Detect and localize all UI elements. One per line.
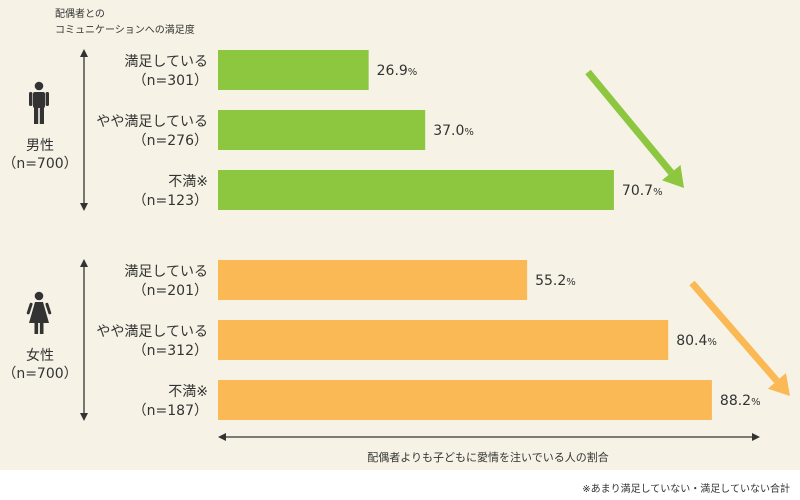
group-n-label: （n=700） — [2, 366, 77, 382]
data-label: 26.9% — [377, 63, 418, 79]
footnote: ※あまり満足していない・満足していない合計 — [582, 484, 790, 495]
category-label: 不満※ — [168, 384, 208, 400]
data-label: 70.7% — [622, 183, 663, 199]
bar — [218, 50, 369, 90]
trend-arrow-icon — [585, 69, 684, 188]
chart-area: 配偶者とのコミュニケーションへの満足度男性 （n=700） 満足している （n=301… — [0, 0, 800, 470]
category-n-label: （n=123） — [133, 193, 208, 209]
data-label: 80.4% — [676, 333, 717, 349]
category-label: 満足している — [124, 264, 208, 280]
category-n-label: （n=276） — [133, 133, 208, 149]
bar — [218, 170, 614, 210]
group-label: 男性 — [26, 138, 54, 154]
chart-title-line-2: コミュニケーションへの満足度 — [55, 23, 195, 36]
category-n-label: （n=301） — [133, 73, 208, 89]
bar — [218, 320, 669, 360]
category-label: やや満足している — [96, 114, 208, 130]
chart-title-line-1: 配偶者との — [55, 7, 105, 20]
category-label: 不満※ — [168, 174, 208, 190]
bar — [218, 110, 426, 150]
bar — [218, 380, 712, 420]
data-label: 37.0% — [433, 123, 474, 139]
category-n-label: （n=201） — [133, 283, 208, 299]
male-icon — [29, 81, 49, 124]
category-label: やや満足している — [96, 324, 208, 340]
group-n-label: （n=700） — [2, 156, 77, 172]
group-label: 女性 — [26, 347, 54, 364]
category-n-label: （n=312） — [133, 343, 208, 359]
bar — [218, 260, 528, 300]
category-n-label: （n=187） — [133, 403, 208, 419]
female-icon — [26, 291, 52, 334]
data-label: 88.2% — [720, 393, 761, 409]
x-axis-label: 配偶者よりも子どもに愛情を注いでいる人の割合 — [367, 450, 608, 464]
data-label: 55.2% — [535, 273, 576, 289]
category-label: 満足している — [124, 54, 208, 70]
trend-arrow-icon — [689, 280, 790, 396]
